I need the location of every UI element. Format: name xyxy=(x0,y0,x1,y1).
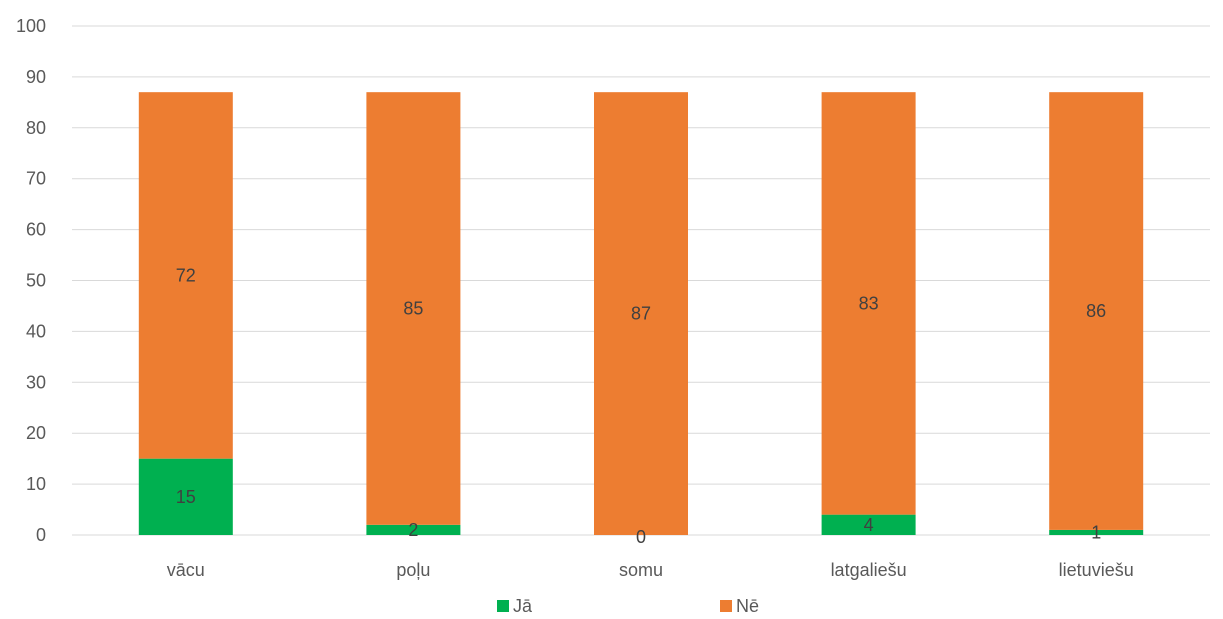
legend-label-ja: Jā xyxy=(513,596,533,616)
y-tick-label-60: 60 xyxy=(26,220,46,240)
data-label-ne-4: 86 xyxy=(1086,301,1106,321)
data-label-ja-3: 4 xyxy=(864,515,874,535)
y-tick-label-100: 100 xyxy=(16,16,46,36)
legend-label-ne: Nē xyxy=(736,596,759,616)
y-tick-label-10: 10 xyxy=(26,474,46,494)
data-label-ja-0: 15 xyxy=(176,487,196,507)
y-tick-label-90: 90 xyxy=(26,67,46,87)
y-tick-label-70: 70 xyxy=(26,169,46,189)
data-label-ne-0: 72 xyxy=(176,265,196,285)
legend-swatch-ja xyxy=(497,600,509,612)
data-label-ja-4: 1 xyxy=(1091,522,1101,542)
legend: Jā Nē xyxy=(497,596,759,616)
y-axis-tick-labels: 0 10 20 30 40 50 60 70 80 90 100 xyxy=(16,16,46,545)
y-tick-label-30: 30 xyxy=(26,372,46,392)
y-tick-label-80: 80 xyxy=(26,118,46,138)
data-label-ne-1: 85 xyxy=(403,298,423,318)
x-axis-category-labels: vācu poļu somu latgaliešu lietuviešu xyxy=(167,560,1134,580)
data-label-ja-2: 0 xyxy=(636,527,646,547)
y-tick-label-50: 50 xyxy=(26,271,46,291)
x-category-label-1: poļu xyxy=(396,560,430,580)
y-tick-label-0: 0 xyxy=(36,525,46,545)
legend-swatch-ne xyxy=(720,600,732,612)
x-category-label-2: somu xyxy=(619,560,663,580)
data-label-ne-2: 87 xyxy=(631,304,651,324)
data-label-ne-3: 83 xyxy=(859,293,879,313)
y-tick-label-40: 40 xyxy=(26,321,46,341)
x-category-label-4: lietuviešu xyxy=(1059,560,1134,580)
y-tick-label-20: 20 xyxy=(26,423,46,443)
x-category-label-0: vācu xyxy=(167,560,205,580)
data-label-ja-1: 2 xyxy=(408,520,418,540)
x-category-label-3: latgaliešu xyxy=(831,560,907,580)
